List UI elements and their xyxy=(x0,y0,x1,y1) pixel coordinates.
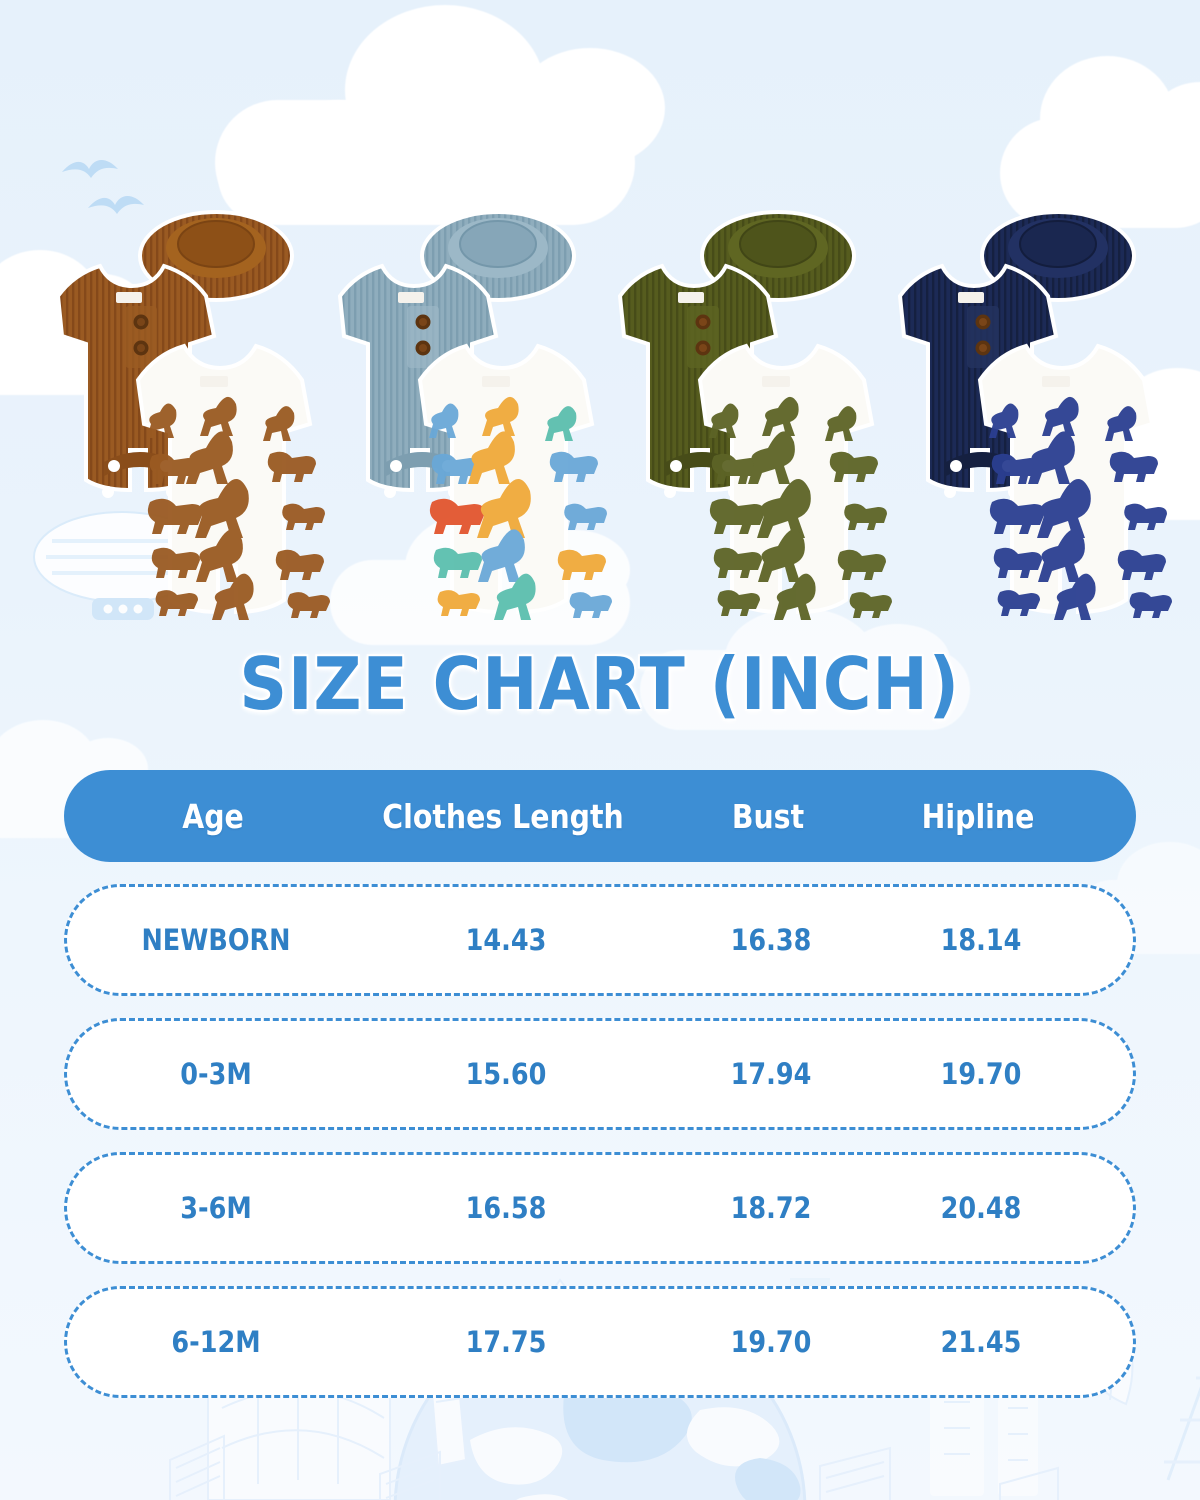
cell-age: 6-12M xyxy=(171,1325,261,1359)
page-title: SIZE CHART (INCH) xyxy=(239,642,961,726)
page-title-wrapper: SIZE CHART (INCH) xyxy=(0,648,1200,720)
cell-clothes-length: 16.58 xyxy=(465,1191,547,1225)
cell-hipline: 20.48 xyxy=(940,1191,1022,1225)
cell-clothes-length: 15.60 xyxy=(465,1057,547,1091)
table-header-row: Age Clothes Length Bust Hipline xyxy=(64,770,1136,862)
cell-bust: 17.94 xyxy=(730,1057,812,1091)
column-header-age: Age xyxy=(182,796,244,836)
cell-bust: 19.70 xyxy=(730,1325,812,1359)
cell-clothes-length: 17.75 xyxy=(465,1325,547,1359)
cloud-icon xyxy=(215,5,665,225)
product-variant-olive xyxy=(592,180,892,620)
cell-age: NEWBORN xyxy=(141,923,291,957)
table-row: NEWBORN 14.43 16.38 18.14 xyxy=(64,884,1136,996)
romper-dino-print-rust xyxy=(135,343,330,620)
product-variant-navy xyxy=(872,180,1172,620)
cloud-icon xyxy=(1000,56,1200,228)
cell-clothes-length: 14.43 xyxy=(465,923,547,957)
cell-bust: 16.38 xyxy=(730,923,812,957)
cell-bust: 18.72 xyxy=(730,1191,812,1225)
cell-hipline: 19.70 xyxy=(940,1057,1022,1091)
romper-dino-print-multicolor xyxy=(417,343,612,620)
product-variant-blue-gray xyxy=(312,180,612,620)
table-row: 0-3M 15.60 17.94 19.70 xyxy=(64,1018,1136,1130)
table-row: 6-12M 17.75 19.70 21.45 xyxy=(64,1286,1136,1398)
cloud-icon xyxy=(218,100,398,224)
size-chart-table: Age Clothes Length Bust Hipline NEWBORN … xyxy=(64,770,1136,1398)
birds-icon xyxy=(62,159,144,214)
cell-hipline: 21.45 xyxy=(940,1325,1022,1359)
cell-hipline: 18.14 xyxy=(940,923,1022,957)
cloud-icon xyxy=(640,608,970,730)
product-image-strip xyxy=(0,180,1200,620)
romper-dino-print-navy xyxy=(977,343,1172,620)
product-variant-rust xyxy=(30,180,330,620)
romper-dino-print-olive xyxy=(697,343,892,620)
column-header-hipline: Hipline xyxy=(921,796,1035,836)
table-row: 3-6M 16.58 18.72 20.48 xyxy=(64,1152,1136,1264)
cell-age: 3-6M xyxy=(180,1191,252,1225)
cell-age: 0-3M xyxy=(180,1057,252,1091)
column-header-clothes-length: Clothes Length xyxy=(382,796,624,836)
column-header-bust: Bust xyxy=(731,796,805,836)
